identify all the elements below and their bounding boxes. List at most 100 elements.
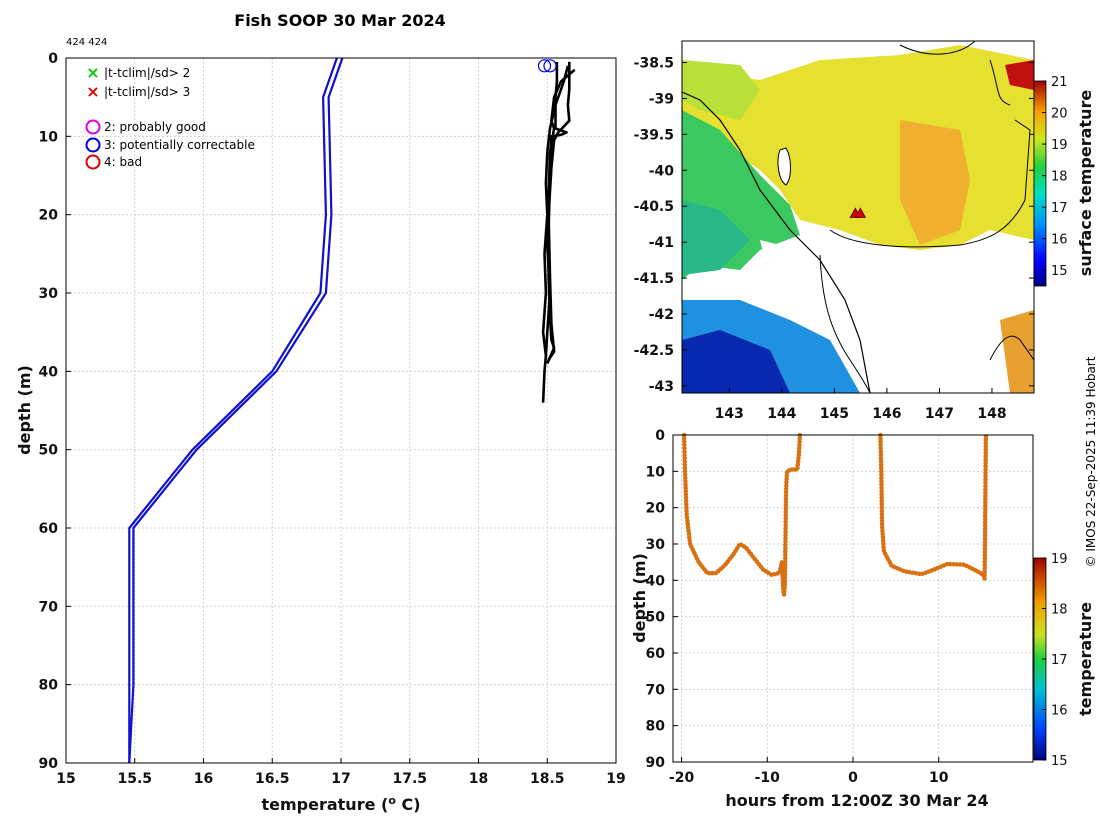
depth-time-y-tick-label: 10: [646, 464, 666, 480]
figure-title: Fish SOOP 30 Mar 2024: [234, 11, 445, 30]
profile-y-tick-label: 40: [39, 364, 59, 380]
legend-entry: × |t-tclim|/sd> 3: [86, 82, 190, 101]
profile-flag-markers: [537, 59, 557, 73]
temperature-colorbar-tick-label: 15: [1051, 754, 1068, 769]
legend-cross-icon: ×: [86, 82, 99, 101]
depth-time-x-ticks: -20 -10 0 10: [669, 757, 949, 786]
depth-time-grid: [673, 434, 1033, 763]
profile-x-tick-label: 17.5: [392, 771, 427, 787]
map-lat-tick-label: -41: [649, 235, 674, 251]
map-lat-ticks: -38.5 -39 -39.5 -40 -40.5 -41 -41.5 -42 -42.5 -43: [634, 56, 1034, 395]
sst-map-plot: 143 144 145 146 147 148 -38.5 -39 -39.5 -40 -40.5…: [634, 40, 1095, 422]
depth-time-y-tick-label: 50: [646, 610, 666, 626]
profile-y-tick-label: 50: [39, 443, 59, 459]
depth-time-track-core: [682, 434, 802, 597]
map-lon-tick-label: 146: [872, 406, 901, 422]
king-island: [777, 147, 791, 186]
temperature-colorbar-tick-label: 19: [1051, 552, 1068, 567]
sst-colorbar-tick-label: 17: [1051, 201, 1068, 216]
depth-time-track: [681, 432, 989, 598]
sst-hot-spot: [1005, 60, 1034, 90]
depth-time-y-tick-label: 80: [646, 719, 666, 735]
map-lon-tick-label: 144: [767, 406, 796, 422]
profile-line-obs-4: [547, 61, 571, 361]
legend-label: 3: potentially correctable: [104, 138, 255, 152]
profile-y-axis-label: depth (m): [15, 365, 34, 455]
map-lon-tick-label: 148: [977, 406, 1006, 422]
depth-time-x-tick-label: -10: [755, 770, 781, 786]
profile-line-clim-a: [128, 57, 338, 763]
depth-time-track-line: [878, 432, 989, 581]
profile-x-tick-label: 15.5: [117, 771, 152, 787]
depth-time-y-axis-label: depth (m): [630, 553, 649, 643]
profile-x-ticks: 15 15.5 16 16.5 17 17.5 18 18.5 19: [56, 758, 626, 787]
profile-legend: × |t-tclim|/sd> 2 × |t-tclim|/sd> 3 2: proba…: [85, 63, 255, 170]
profile-y-tick-label: 80: [39, 678, 59, 694]
depth-time-x-tick-label: 10: [929, 770, 949, 786]
map-lat-tick-label: -38.5: [634, 56, 674, 72]
map-lat-tick-label: -39: [649, 91, 674, 107]
depth-time-y-tick-label: 0: [655, 428, 665, 444]
depth-time-y-tick-label: 30: [646, 537, 666, 553]
map-lat-tick-label: -40: [649, 163, 675, 179]
sst-colorbar-tick-label: 16: [1051, 233, 1068, 248]
profile-y-tick-label: 60: [39, 521, 59, 537]
profile-ids: 424 424: [66, 37, 107, 48]
profile-line-obs-3: [546, 61, 568, 365]
depth-time-track-core: [879, 434, 988, 580]
profile-flag-circle: [537, 59, 552, 73]
temperature-colorbar-label: temperature: [1076, 602, 1095, 716]
legend-circle-icon: [85, 154, 101, 170]
depth-time-x-axis-label: hours from 12:00Z 30 Mar 24: [725, 791, 988, 810]
profile-flag-circle: [543, 59, 557, 73]
map-station-markers: [849, 207, 867, 218]
profile-x-axis-label: temperature (o C): [261, 794, 420, 814]
victoria-coast: [899, 41, 1011, 106]
profile-x-tick-label: 19: [606, 771, 625, 787]
legend-entry: 2: probably good: [85, 119, 206, 135]
map-lon-ticks: 143 144 145 146 147 148: [715, 388, 1007, 422]
profile-x-tick-label: 18: [469, 771, 488, 787]
sst-field: [682, 41, 1034, 393]
depth-time-y-tick-label: 70: [646, 682, 666, 698]
map-lat-tick-label: -42.5: [634, 343, 674, 359]
map-lon-tick-label: 145: [820, 406, 849, 422]
depth-time-y-tick-label: 40: [646, 573, 666, 589]
sst-colorbar-label: surface temperature: [1076, 90, 1095, 277]
profile-x-tick-label: 16: [194, 771, 213, 787]
map-lon-tick-label: 143: [715, 406, 744, 422]
map-lat-tick-label: -43: [649, 379, 674, 395]
profile-y-tick-label: 0: [48, 51, 58, 67]
legend-entry: × |t-tclim|/sd> 2: [86, 63, 190, 82]
depth-time-y-tick-label: 60: [646, 646, 666, 662]
profile-y-tick-label: 20: [39, 208, 59, 224]
profile-y-tick-label: 10: [39, 129, 59, 145]
temperature-colorbar-tick-label: 16: [1051, 704, 1068, 719]
profile-y-tick-label: 30: [39, 286, 59, 302]
map-station-triangle: [854, 207, 867, 218]
sst-east-coast: [1000, 310, 1034, 393]
legend-cross-icon: ×: [86, 63, 99, 82]
tasmania-west-coast: [819, 254, 871, 393]
profile-line-clim-b: [128, 57, 344, 764]
map-lat-tick-label: -41.5: [634, 271, 674, 287]
legend-entry: 3: potentially correctable: [85, 137, 255, 153]
profile-y-tick-label: 70: [39, 599, 59, 615]
depth-time-y-ticks: 0 10 20 30 40 50 60 70 80 90: [646, 428, 678, 771]
sst-colorbar-tick-label: 15: [1051, 264, 1068, 279]
temperature-colorbar-tick-label: 18: [1051, 603, 1068, 618]
profile-series: [128, 57, 576, 764]
temperature-colorbar-tick-label: 17: [1051, 653, 1068, 668]
sst-colorbar-tick-label: 19: [1051, 138, 1068, 153]
sst-colorbar-tick-label: 18: [1051, 170, 1068, 185]
temperature-profile-plot: 15 15.5 16 16.5 17 17.5 18 18.5 19 0 10 20 30 40 50 60…: [15, 51, 626, 814]
sst-colorbar: [1033, 80, 1047, 287]
legend-circle-icon: [85, 119, 101, 135]
map-lat-tick-label: -40.5: [634, 199, 674, 215]
profile-grid: [65, 57, 617, 764]
sst-colorbar-tick-label: 20: [1051, 107, 1068, 122]
depth-time-x-tick-label: 0: [848, 770, 858, 786]
sst-colorbar-tick-label: 21: [1051, 75, 1068, 90]
depth-time-plot: -20 -10 0 10 0 10 20 30 40 50 60 70 80 90 hours from…: [630, 428, 1095, 810]
